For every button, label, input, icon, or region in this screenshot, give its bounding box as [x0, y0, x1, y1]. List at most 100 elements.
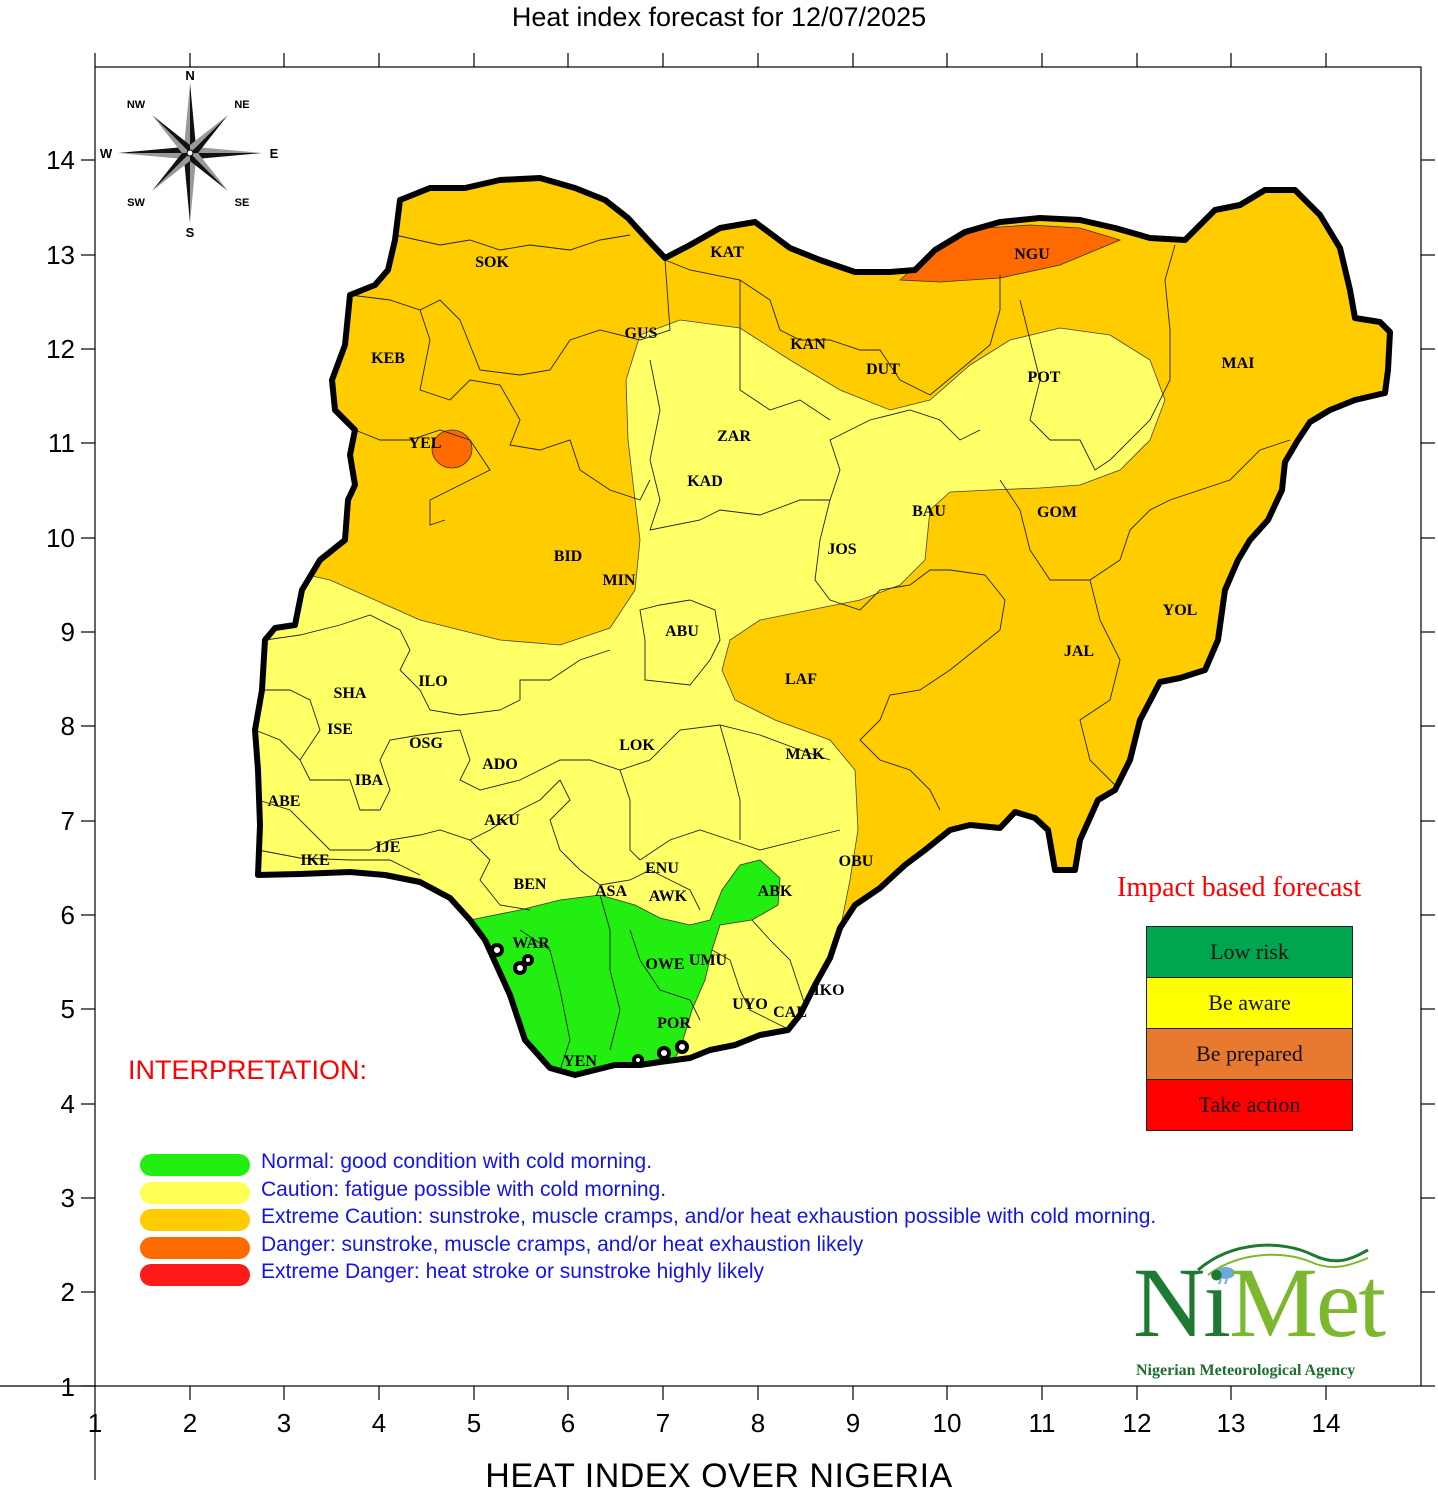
legend-text-normal: Normal: good condition with cold morning…: [261, 1150, 653, 1173]
state-label: IBA: [355, 772, 384, 789]
state-label: ZAR: [717, 428, 751, 445]
state-label: KEB: [371, 350, 405, 367]
legend-text-extreme-danger: Extreme Danger: heat stroke or sunstroke…: [261, 1260, 765, 1283]
state-label: GUS: [625, 325, 658, 342]
x-tick-label: 13: [1217, 1408, 1246, 1438]
x-tick-label: 8: [751, 1408, 765, 1438]
impact-be-prepared: Be prepared: [1147, 1029, 1352, 1080]
state-label: SOK: [475, 254, 509, 271]
state-label: ILO: [418, 673, 447, 690]
coastal-islands: [490, 943, 689, 1066]
impact-be-aware: Be aware: [1147, 978, 1352, 1029]
compass-south-label: S: [186, 225, 195, 240]
state-label: KAD: [687, 473, 723, 490]
state-label: ABE: [268, 793, 301, 810]
x-tick-label: 6: [561, 1408, 575, 1438]
x-tick-label: 3: [277, 1408, 291, 1438]
legend-swatch-extreme-danger: [140, 1264, 250, 1286]
state-label: BAU: [912, 503, 946, 520]
interpretation-title: INTERPRETATION:: [128, 1055, 368, 1085]
state-label: ISE: [327, 721, 353, 738]
state-label: ENU: [645, 860, 679, 877]
danger-zone-yel: [431, 429, 473, 469]
compass-rose: N S E W NE NW SE SW: [100, 68, 279, 240]
legend-swatch-normal: [140, 1154, 250, 1176]
legend-swatch-caution: [140, 1181, 250, 1204]
x-tick-label: 11: [1029, 1408, 1056, 1438]
compass-west-label: W: [100, 146, 113, 161]
state-label: CAL: [773, 1004, 807, 1021]
state-label: LAF: [785, 671, 817, 688]
y-tick-label: 4: [61, 1089, 75, 1119]
state-label: GOM: [1037, 504, 1077, 521]
normal-zone: [464, 859, 781, 1075]
state-label: SHA: [334, 685, 367, 702]
y-tick-label: 2: [61, 1277, 75, 1307]
logo-wave-icon: [1197, 1243, 1369, 1276]
state-label: OBU: [839, 853, 874, 870]
state-label: DUT: [866, 361, 900, 378]
x-tick-label: 9: [846, 1408, 860, 1438]
state-label: BEN: [514, 876, 547, 893]
y-tick-label: 13: [46, 240, 75, 270]
x-tick-label: 1: [88, 1408, 102, 1438]
state-label: YOL: [1163, 602, 1198, 619]
state-label: UMU: [689, 952, 728, 969]
y-tick-label: 10: [46, 523, 75, 553]
y-tick-label: 5: [61, 994, 75, 1024]
state-label: KAT: [710, 244, 744, 261]
compass-east-label: E: [270, 146, 279, 161]
y-tick-label: 9: [61, 617, 75, 647]
x-axis-title: HEAT INDEX OVER NIGERIA: [485, 1457, 953, 1495]
map-title: Heat index forecast for 12/07/2025: [511, 2, 927, 32]
state-label: UYO: [732, 996, 768, 1013]
state-label: IKO: [813, 982, 844, 999]
impact-forecast-legend: Low risk Be aware Be prepared Take actio…: [1146, 926, 1353, 1131]
y-tick-label: 8: [61, 711, 75, 741]
state-label: ABU: [665, 623, 699, 640]
state-label: YEL: [409, 435, 442, 452]
logo-wordmark: NiMet: [1133, 1247, 1386, 1358]
x-tick-label: 14: [1312, 1408, 1341, 1438]
impact-forecast-title: Impact based forecast: [1117, 872, 1362, 903]
state-label: BID: [554, 548, 582, 565]
impact-take-action: Take action: [1147, 1080, 1352, 1130]
logo-met: Met: [1229, 1247, 1386, 1358]
y-tick-label: 7: [61, 806, 75, 836]
logo-ni: Ni: [1133, 1247, 1231, 1358]
state-label: ABK: [758, 883, 793, 900]
state-label: OWE: [645, 956, 684, 973]
state-label: LOK: [619, 737, 655, 754]
state-label: IKE: [300, 852, 329, 869]
axis-ticks: [0, 53, 1435, 1480]
x-tick-label: 4: [372, 1408, 386, 1438]
y-tick-label: 14: [46, 145, 75, 175]
state-label: MIN: [603, 572, 636, 589]
state-label: ADO: [482, 756, 518, 773]
x-tick-label: 5: [467, 1408, 481, 1438]
state-label: AWK: [649, 888, 688, 905]
axis-tick-labels: 1 2 3 4 5 6 7 8 9 10 11 12 13 14 14 13 1…: [46, 145, 1340, 1438]
x-tick-label: 2: [183, 1408, 197, 1438]
state-label: JAL: [1064, 643, 1094, 660]
compass-nw-label: NW: [127, 99, 146, 111]
state-labels: SOK KAT NGU KEB GUS KAN DUT POT MAI YEL …: [268, 244, 1255, 1070]
state-label: MAK: [785, 746, 825, 763]
logo-cloud-icon: [1215, 1267, 1235, 1285]
state-label: WAR: [512, 935, 550, 952]
y-tick-label: 3: [61, 1183, 75, 1213]
legend-swatch-extreme-caution: [140, 1209, 250, 1231]
compass-north-label: N: [185, 68, 194, 83]
state-borders: [255, 234, 1291, 1071]
x-tick-label: 7: [656, 1408, 670, 1438]
caution-zone: [255, 319, 1166, 1075]
legend-text-danger: Danger: sunstroke, muscle cramps, and/or…: [261, 1232, 864, 1256]
compass-sw-label: SW: [127, 197, 145, 209]
state-label: YEN: [563, 1053, 597, 1070]
state-label: KAN: [790, 336, 826, 353]
state-label: MAI: [1222, 355, 1255, 372]
compass-ne-label: NE: [234, 99, 249, 111]
legend-swatch-danger: [140, 1236, 250, 1259]
state-label: AKU: [484, 812, 520, 829]
